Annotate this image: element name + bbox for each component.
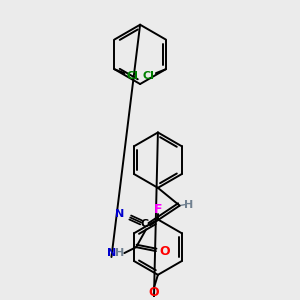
Text: C: C bbox=[140, 219, 148, 230]
Text: N: N bbox=[107, 248, 116, 258]
Text: O: O bbox=[160, 244, 170, 258]
Text: N: N bbox=[115, 208, 124, 218]
Text: H: H bbox=[184, 200, 193, 210]
Text: Cl: Cl bbox=[142, 71, 154, 81]
Text: F: F bbox=[154, 203, 162, 216]
Text: H: H bbox=[115, 248, 124, 258]
Text: O: O bbox=[148, 286, 159, 299]
Text: Cl: Cl bbox=[126, 71, 138, 81]
